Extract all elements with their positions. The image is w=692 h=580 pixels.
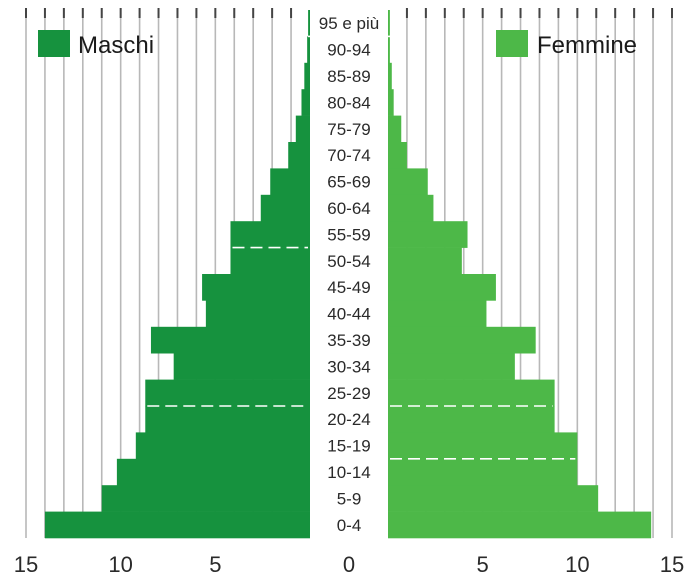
age-group-label: 50-54: [327, 252, 370, 271]
bar-femmine: [388, 511, 652, 539]
legend-swatch-femmine: [496, 30, 528, 57]
bar-maschi: [308, 10, 310, 37]
bar-femmine: [388, 247, 462, 275]
bar-femmine: [388, 168, 428, 196]
age-group-label: 60-64: [327, 199, 370, 218]
bar-femmine: [388, 36, 390, 64]
age-group-label: 20-24: [327, 410, 370, 429]
age-group-label: 45-49: [327, 278, 370, 297]
age-group-label: 85-89: [327, 67, 370, 86]
bar-femmine: [388, 10, 390, 37]
x-tick-label: 5: [209, 552, 221, 577]
bar-femmine: [388, 379, 555, 407]
female-bars: [388, 10, 652, 539]
age-group-label: 10-14: [327, 463, 370, 482]
bar-maschi: [173, 353, 310, 380]
age-group-label: 70-74: [327, 146, 370, 165]
bar-separators: [147, 35, 576, 460]
bar-maschi: [288, 142, 310, 169]
bar-maschi: [230, 221, 310, 248]
bar-femmine: [388, 194, 434, 222]
x-tick-label: 15: [660, 552, 684, 577]
age-group-label: 80-84: [327, 93, 370, 112]
x-tick-label: 15: [14, 552, 38, 577]
bar-maschi: [135, 432, 310, 460]
age-group-label: 95 e più: [319, 14, 380, 33]
bar-maschi: [295, 115, 310, 143]
legend-label-maschi: Maschi: [78, 32, 154, 59]
x-axis-tick-labels: 15 10 5 0 5 10 15: [14, 552, 684, 577]
legend-femmine: Femmine: [496, 30, 637, 59]
x-tick-label: 0: [343, 552, 355, 577]
bar-maschi: [202, 274, 310, 301]
bar-femmine: [388, 274, 496, 301]
x-tick-label: 10: [108, 552, 132, 577]
bar-maschi: [301, 89, 310, 116]
bar-femmine: [388, 300, 487, 328]
bar-femmine: [388, 406, 555, 433]
bar-maschi: [260, 194, 310, 222]
bar-maschi: [205, 300, 310, 328]
age-group-label: 35-39: [327, 331, 370, 350]
age-group-label: 25-29: [327, 384, 370, 403]
age-group-labels: 95 e più 90-94 85-89 80-84 75-79 70-74 65-69 60…: [319, 14, 380, 535]
age-group-label: 90-94: [327, 41, 370, 60]
bar-femmine: [388, 221, 468, 248]
age-group-label: 75-79: [327, 120, 370, 139]
bar-maschi: [145, 406, 310, 433]
legend-maschi: Maschi: [38, 30, 154, 59]
legend-label-femmine: Femmine: [537, 32, 637, 59]
bar-femmine: [388, 485, 599, 512]
bar-maschi: [230, 247, 310, 275]
age-group-label: 0-4: [337, 516, 362, 535]
bar-femmine: [388, 89, 394, 116]
bar-femmine: [388, 458, 578, 486]
x-tick-label: 10: [565, 552, 589, 577]
bar-femmine: [388, 115, 402, 143]
bar-maschi: [44, 511, 310, 539]
age-group-label: 5-9: [337, 489, 362, 508]
bar-femmine: [388, 432, 578, 460]
bar-maschi: [150, 326, 310, 354]
age-group-label: 55-59: [327, 225, 370, 244]
age-group-label: 30-34: [327, 357, 370, 376]
bar-femmine: [388, 353, 515, 380]
bar-maschi: [101, 485, 310, 512]
bar-femmine: [388, 326, 536, 354]
x-tick-label: 5: [477, 552, 489, 577]
bar-maschi: [307, 36, 310, 64]
legend-swatch-maschi: [38, 30, 70, 57]
age-group-label: 40-44: [327, 305, 370, 324]
age-group-label: 15-19: [327, 437, 370, 456]
bar-maschi: [116, 458, 310, 486]
age-group-label: 65-69: [327, 173, 370, 192]
bar-maschi: [270, 168, 310, 196]
bar-femmine: [388, 62, 392, 90]
bar-maschi: [304, 62, 310, 90]
male-bars: [44, 10, 310, 539]
bar-femmine: [388, 142, 407, 169]
bar-maschi: [145, 379, 310, 407]
